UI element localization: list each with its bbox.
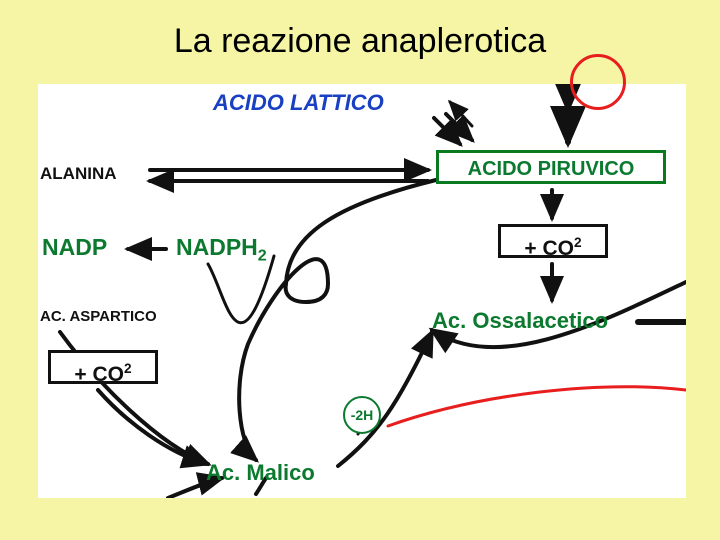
- box-co2-right: + CO2: [498, 224, 608, 258]
- label-acido-lattico: ACIDO LATTICO: [213, 90, 384, 116]
- label-nadp: NADP: [42, 234, 107, 261]
- label-ac-aspartico: AC. ASPARTICO: [40, 308, 157, 325]
- slide-title: La reazione anaplerotica: [0, 22, 720, 61]
- label-alanina: ALANINA: [40, 164, 117, 184]
- label-nadph2: NADPH2: [176, 234, 267, 266]
- badge-minus-2h: -2H: [343, 396, 381, 434]
- label-ac-ossalacetico: Ac. Ossalacetico: [432, 308, 608, 334]
- slide: La reazione anaplerotica ACIDO LATTICO A…: [0, 0, 720, 540]
- box-co2-left: + CO2: [48, 350, 158, 384]
- box-acido-piruvico: ACIDO PIRUVICO: [436, 150, 666, 184]
- diagram-area: ACIDO LATTICO ALANINA NADP NADPH2 AC. AS…: [38, 84, 686, 498]
- label-ac-malico: Ac. Malico: [206, 460, 315, 486]
- clipped-circle-icon: [570, 54, 626, 110]
- arrow-layer: [38, 84, 686, 498]
